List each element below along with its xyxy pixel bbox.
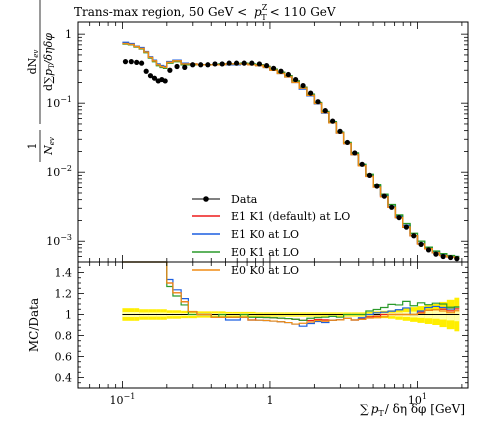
data-point-45: [425, 247, 432, 253]
data-point-22: [256, 61, 263, 67]
chart-title-prefix: Trans-max region, 50 GeV <: [74, 5, 247, 19]
data-point-37: [366, 172, 373, 178]
y-tick-label-1: 10−1: [46, 95, 72, 110]
ratio-series-line-4: [122, 261, 460, 325]
legend-label-data: Data: [231, 193, 258, 206]
ratio-y-axis-label: MC/Data: [27, 298, 41, 352]
chart-title: Trans-max region, 50 GeV < pZ T < 110 GeV: [74, 3, 336, 22]
ratio-tick-label-0: 1.4: [55, 267, 73, 280]
y-label-nev: Nev: [42, 137, 56, 156]
data-point-35: [352, 150, 358, 156]
data-point-29: [308, 90, 314, 96]
main-plot: 1 10−1 10−2 10−3: [46, 21, 469, 263]
ratio-tick-label-2: 1: [65, 309, 72, 322]
data-point-18: [226, 60, 232, 66]
data-point-11: [174, 63, 180, 70]
data-point-33: [337, 128, 343, 134]
data-point-3: [139, 60, 145, 66]
legend-label-e0k1: E0 K1 at LO: [231, 246, 299, 259]
data-point-4: [143, 68, 149, 74]
ratio-tick-label-1: 1.2: [55, 288, 73, 301]
data-point-16: [212, 61, 218, 67]
data-point-28: [300, 82, 306, 89]
data-point-0: [122, 59, 129, 65]
legend: Data E1 K1 (default) at LO E1 K0 at LO E…: [192, 193, 350, 277]
data-point-23: [263, 63, 270, 69]
data-point-46: [433, 251, 439, 257]
data-point-43: [411, 233, 417, 239]
data-point-47: [440, 253, 446, 260]
data-point-27: [293, 76, 299, 83]
y-label-d-sum: d∑pT/δηδφ: [42, 33, 56, 91]
data-point-6: [151, 75, 158, 81]
data-point-17: [219, 61, 225, 67]
data-point-19: [233, 60, 240, 66]
chart-title-sup: Z: [262, 3, 268, 12]
data-point-21: [249, 60, 255, 66]
data-point-5: [147, 73, 154, 79]
data-point-30: [315, 99, 321, 105]
x-tick-label-2: 101: [408, 392, 427, 407]
chart-title-suffix: < 110 GeV: [270, 5, 336, 19]
legend-label-e0k0: E0 K0 at LO: [231, 264, 299, 277]
data-point-9: [162, 78, 168, 84]
data-point-38: [374, 183, 380, 189]
data-point-42: [403, 224, 409, 230]
y-tick-label-3: 10−3: [46, 233, 72, 248]
data-point-14: [198, 62, 204, 68]
ratio-frame: [77, 261, 469, 389]
legend-label-e1k1: E1 K1 (default) at LO: [231, 210, 350, 223]
data-point-1: [128, 59, 134, 65]
data-point-34: [344, 139, 350, 146]
y-tick-label-2: 10−2: [46, 164, 72, 179]
data-point-39: [381, 193, 387, 199]
data-point-25: [278, 68, 284, 74]
data-point-36: [359, 161, 365, 167]
x-tick-label-0: 10−1: [110, 392, 136, 407]
ratio-tick-label-5: 0.4: [55, 372, 73, 385]
data-point-49: [454, 256, 460, 262]
ratio-plot: 10−1 1 101 1.4 1.2 1 0.8 0.6 0.4: [55, 261, 469, 407]
data-point-13: [190, 62, 196, 68]
data-point-31: [322, 108, 328, 114]
data-point-41: [396, 214, 402, 221]
chart-title-var: p: [254, 5, 262, 19]
data-point-24: [270, 65, 277, 71]
ratio-tick-label-4: 0.6: [55, 351, 73, 364]
y-tick-label-0: 1: [65, 28, 72, 41]
data-point-20: [241, 60, 247, 66]
data-point-32: [330, 118, 336, 124]
data-point-44: [418, 241, 424, 247]
x-tick-label-1: 1: [266, 394, 273, 407]
y-axis-label: 1 Nev dNev d∑pT/δηδφ: [26, 0, 56, 162]
data-point-12: [182, 64, 188, 70]
data-point-2: [134, 59, 140, 65]
data-point-40: [389, 204, 395, 210]
data-point-48: [448, 254, 454, 261]
y-label-dnev: dNev: [26, 50, 40, 75]
chart-title-sub: T: [261, 13, 267, 22]
data-point-10: [167, 67, 173, 73]
legend-label-e1k0: E1 K0 at LO: [231, 228, 299, 241]
x-axis-label: ∑ pT/ δη δφ [GeV]: [360, 402, 465, 418]
y-label-one: 1: [26, 143, 39, 150]
data-point-26: [285, 71, 291, 78]
data-point-15: [205, 62, 211, 68]
ratio-tick-label-3: 0.8: [55, 330, 73, 343]
